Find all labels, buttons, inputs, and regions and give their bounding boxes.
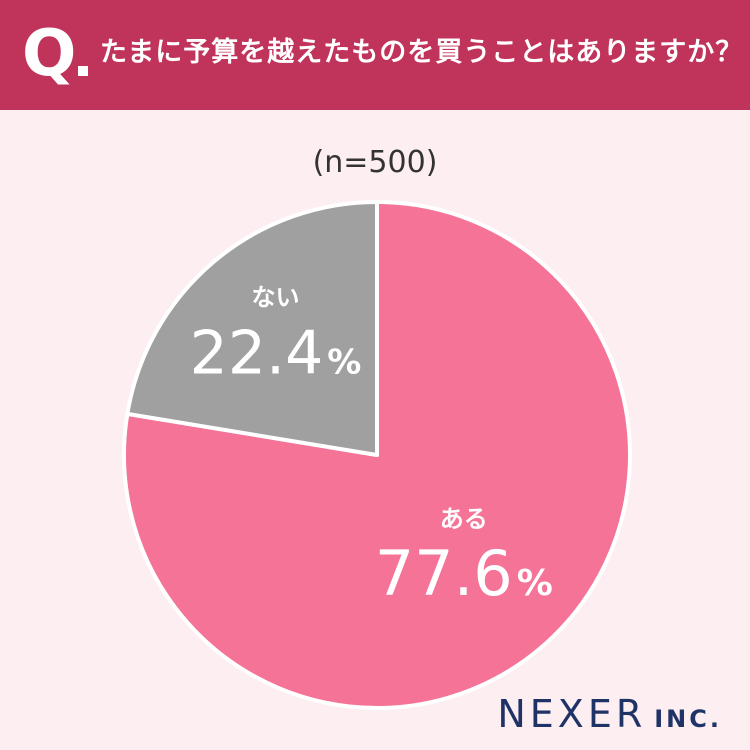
pie-slice-yes [122,200,632,710]
slice-label-name-no: ない [252,283,300,311]
slice-value-number: 22.4 [190,318,324,388]
slice-value-unit: % [327,342,361,382]
pie-slice-no [125,200,379,457]
slice-value-number: 77.6 [375,537,513,610]
company-logo: NEXER INC. [497,692,722,736]
slice-label-value-no: 22.4% [190,318,362,388]
sample-size: (n=500) [312,145,438,180]
question-header: Q たまに予算を越えたものを買うことはありますか？ [0,0,750,110]
question-text: たまに予算を越えたものを買うことはありますか？ [100,37,744,68]
q-mark-dot [78,66,88,76]
slice-value-unit: % [517,563,553,604]
logo-main-text: NEXER [497,692,647,736]
slice-label-name-yes: ある [440,505,488,533]
logo-sub-text: INC. [654,705,722,733]
slice-label-value-yes: 77.6% [375,537,553,610]
q-mark: Q [22,17,77,91]
